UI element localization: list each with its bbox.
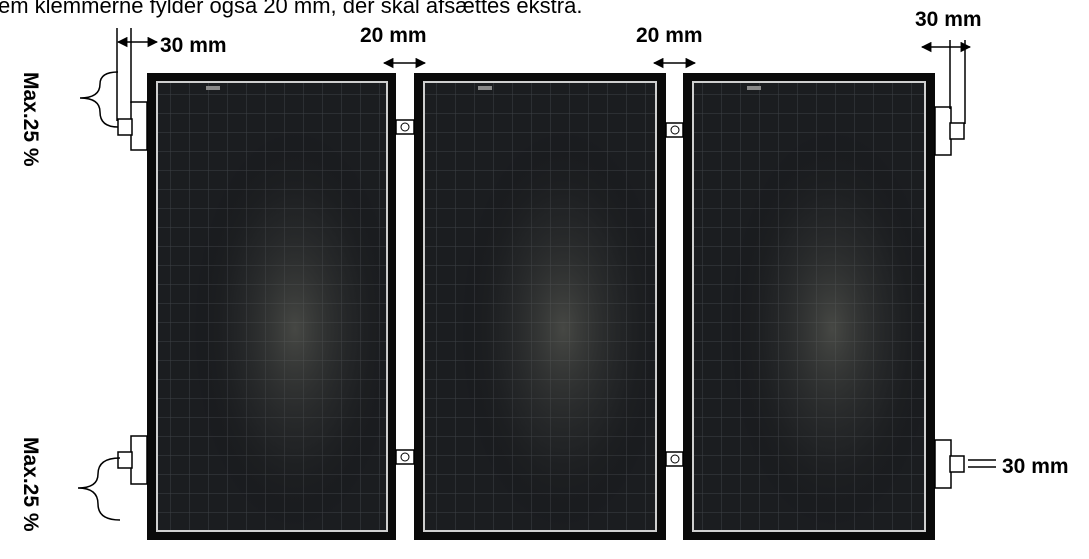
gap-1-label: 20 mm xyxy=(360,24,427,47)
solar-panel-1 xyxy=(147,73,396,540)
middle-clamp-gap1-bottom xyxy=(395,449,415,465)
bottom-max-brace xyxy=(77,457,121,521)
right-top-end-clamp xyxy=(934,106,965,156)
middle-clamp-gap2-top xyxy=(665,122,684,138)
solar-panel-3 xyxy=(683,73,935,540)
top-max-brace xyxy=(79,71,119,128)
middle-clamp-gap1-top xyxy=(395,119,415,135)
right-bottom-end-clamp xyxy=(934,439,965,489)
right-clamp-equals-mark xyxy=(968,459,996,468)
middle-clamp-gap2-bottom xyxy=(665,451,684,467)
right-end-gap-label: 30 mm xyxy=(915,8,982,31)
right-clamp-width-label: 30 mm xyxy=(1002,455,1069,478)
left-top-end-clamp xyxy=(117,101,148,151)
right-end-gap-arrow xyxy=(920,40,972,124)
gap-2-label: 20 mm xyxy=(636,24,703,47)
solar-panel-2 xyxy=(414,73,666,540)
left-end-gap-arrow xyxy=(116,28,159,121)
caption-text: em klemmerne fylder også 20 mm, der skal… xyxy=(0,0,583,18)
left-bottom-end-clamp xyxy=(117,435,148,485)
left-end-gap-label: 30 mm xyxy=(160,34,227,57)
